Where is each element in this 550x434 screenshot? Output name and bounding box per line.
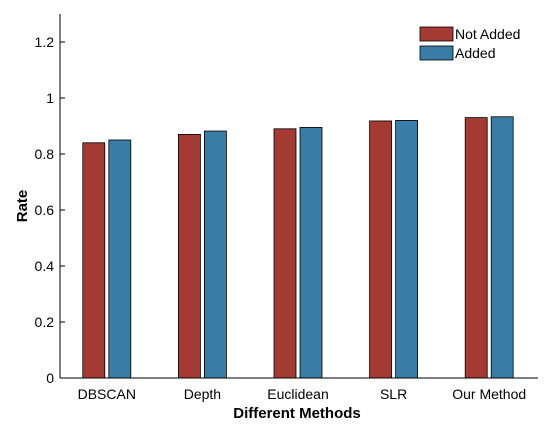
bar-dbscan-added [108,139,132,379]
y-tick-label: 0.2 [35,314,55,330]
y-tick-label: 1 [46,90,54,106]
y-axis-title: Rate [14,190,31,223]
y-tick-label: 0.6 [35,202,55,218]
legend-swatch-added [419,45,454,61]
bars [82,116,514,379]
bar-our-method-not-added [464,117,488,379]
bar-euclidean-not-added [273,128,297,379]
bar-slr-not-added [369,120,393,379]
x-tick-label: DBSCAN [78,386,136,402]
legend: Not Added Added [419,26,520,61]
bar-euclidean-added [299,127,323,379]
bar-dbscan-not-added [82,142,106,379]
y-tick-label: 0.8 [35,146,55,162]
x-tick-label: SLR [380,386,407,402]
x-tick-label: Our Method [452,386,526,402]
bar-depth-added [203,130,227,379]
bar-our-method-added [490,116,514,379]
x-axis-title: Different Methods [233,405,361,422]
x-tick-label: Depth [184,386,221,402]
x-tick-label: Euclidean [267,386,329,402]
y-tick-label: 1.2 [35,34,55,50]
y-axis-ticks: 0 0.2 0.4 0.6 0.8 1 1.2 [35,34,65,386]
x-axis-ticks: DBSCAN Depth Euclidean SLR Our Method [78,386,527,402]
legend-swatch-not-added [419,26,454,42]
bar-depth-not-added [177,133,201,379]
legend-label-not-added: Not Added [455,26,520,42]
legend-label-added: Added [455,45,495,61]
y-tick-label: 0 [46,370,54,386]
y-tick-label: 0.4 [35,258,55,274]
bar-slr-added [395,120,419,379]
